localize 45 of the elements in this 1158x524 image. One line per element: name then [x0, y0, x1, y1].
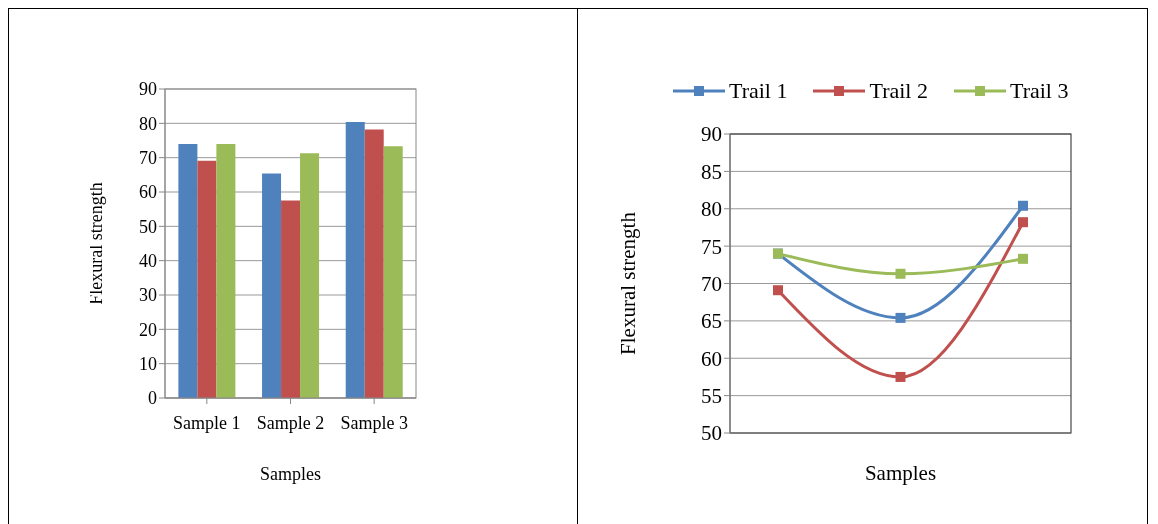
y-tick-label: 70	[139, 148, 157, 169]
point	[773, 285, 783, 296]
bar	[178, 143, 198, 398]
y-tick-label: 80	[701, 197, 722, 222]
y-tick-label: 80	[139, 113, 157, 134]
x-tick-label: Sample 1	[173, 412, 241, 433]
y-tick-label: 30	[139, 285, 157, 306]
bar	[364, 129, 384, 398]
bar	[383, 146, 403, 398]
y-axis-title: Flexural strength	[616, 211, 641, 355]
bar	[197, 160, 217, 398]
legend-label: Trail 3	[1009, 78, 1069, 104]
bar	[300, 153, 320, 398]
y-tick-label: 50	[139, 216, 157, 237]
point	[895, 312, 906, 323]
bar	[345, 121, 365, 398]
y-tick-label: 85	[701, 159, 722, 184]
y-tick-label: 20	[139, 319, 157, 340]
point	[1018, 200, 1028, 211]
point	[1018, 217, 1028, 228]
y-tick-label: 70	[701, 271, 722, 296]
y-tick-label: 90	[139, 79, 157, 100]
y-tick-label: 55	[701, 384, 722, 409]
x-tick-label: Sample 3	[340, 412, 408, 433]
bar	[216, 143, 236, 398]
point	[895, 371, 906, 382]
y-tick-label: 10	[139, 354, 157, 375]
y-tick-label: 60	[701, 346, 722, 371]
y-tick-label: 90	[701, 122, 722, 147]
x-axis-title: Samples	[260, 464, 321, 484]
y-tick-label: 50	[701, 421, 722, 446]
y-tick-label: 0	[148, 388, 157, 409]
x-tick-label: Sample 2	[256, 412, 325, 433]
point	[1018, 253, 1028, 264]
y-tick-label: 65	[701, 309, 722, 334]
y-tick-label: 60	[139, 182, 157, 203]
bar	[262, 173, 282, 398]
point	[895, 268, 906, 279]
x-axis-title: Samples	[864, 461, 937, 485]
y-tick-label: 40	[139, 251, 157, 272]
legend-label: Trail 2	[869, 78, 928, 104]
y-tick-label: 75	[701, 234, 722, 259]
legend-label: Trail 1	[729, 78, 788, 104]
bar	[281, 200, 301, 398]
y-axis-title: Flexural strength	[86, 182, 107, 305]
